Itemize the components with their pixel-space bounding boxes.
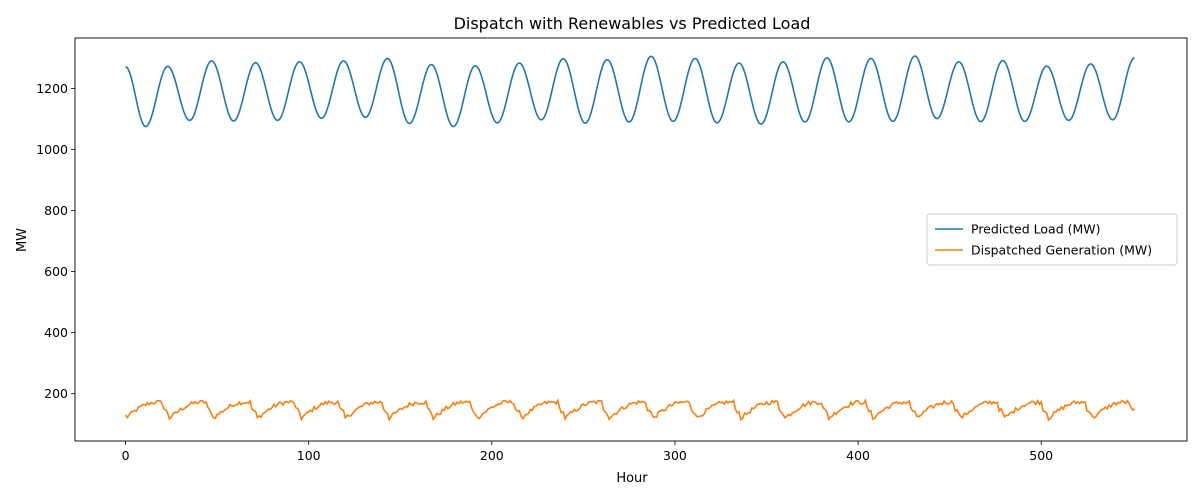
y-axis-label: MW [15,228,30,252]
y-tick-label-1200: 1200 [36,81,68,96]
series-layer [124,55,1136,422]
legend-label-dispatched-generation: Dispatched Generation (MW) [971,243,1152,258]
chart-title: Dispatch with Renewables vs Predicted Lo… [454,14,811,33]
y-tick-label-800: 800 [44,203,68,218]
x-tick-label-0: 0 [122,448,130,463]
y-tick-label-600: 600 [44,264,68,279]
x-axis-label: Hour [616,471,648,486]
legend: Predicted Load (MW) Dispatched Generatio… [926,213,1178,266]
y-tick-label-200: 200 [44,386,68,401]
plot-frame [74,37,1188,442]
x-tick-label-400: 400 [846,448,870,463]
x-tick-label-300: 300 [663,448,687,463]
x-tick-label-200: 200 [480,448,504,463]
legend-label-predicted-load: Predicted Load (MW) [971,222,1101,237]
ticks-layer: 0 100 200 300 400 500 200 400 600 800 1000 1200 [36,81,1053,463]
x-tick-label-500: 500 [1029,448,1053,463]
series-line-dispatched-generation [124,398,1136,422]
x-tick-label-100: 100 [297,448,321,463]
series-line-predicted-load [125,55,1135,128]
y-tick-label-400: 400 [44,325,68,340]
legend-box [926,213,1178,266]
y-tick-label-1000: 1000 [36,142,68,157]
